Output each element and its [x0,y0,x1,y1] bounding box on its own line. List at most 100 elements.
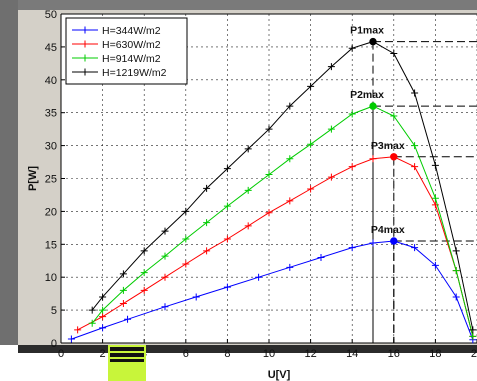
series-point [161,273,169,281]
legend-marker [81,26,89,34]
series-point [140,286,148,294]
legend-marker [81,54,89,62]
y-tick-label: 20 [45,206,57,218]
max-point-marker [369,37,377,46]
series-point [369,239,377,247]
x-tick-label: 18 [429,348,441,360]
series-point [348,44,356,52]
series-point [265,209,273,217]
series-point [286,197,294,205]
series-point [99,313,107,321]
x-tick-label: 6 [183,348,189,360]
series-point [99,306,107,314]
series-point [182,207,190,215]
series-point [244,222,252,230]
series-point [223,165,231,173]
max-point-marker [390,237,398,245]
series-point [203,219,211,227]
series-point [203,184,211,192]
x-tick-label: 2 [100,348,106,360]
series-point [286,102,294,110]
y-tick-label: 5 [51,305,57,317]
y-tick-label: 10 [45,272,57,284]
series-point [348,163,356,171]
legend-box [65,17,188,85]
series-point [161,303,169,311]
series-point [411,163,419,171]
series-point [452,247,460,255]
bottom-widget-bar [110,359,144,362]
series-point [67,335,75,343]
series-point [327,125,335,133]
bottom-widget-bar [110,347,144,351]
x-axis-title: U[V] [268,369,291,381]
max-point-marker [390,153,398,161]
x-tick-label: 14 [346,348,358,360]
series-line-1 [71,240,474,340]
series-point [307,185,315,193]
series-point [390,49,398,57]
y-tick-label: 30 [45,141,57,153]
y-tick-label: 45 [45,42,57,54]
bottom-widget-bar [110,353,144,357]
series-point [88,306,96,314]
series-point [244,186,252,194]
series-point [348,110,356,118]
series-point [307,82,315,90]
y-tick-label: 0 [51,338,57,350]
series-point [223,283,231,291]
window-left-bar [0,0,18,345]
legend-marker [81,68,89,76]
series-point [265,171,273,179]
x-tick-label: 12 [304,348,316,360]
series-line-2 [77,156,474,337]
series-point [286,155,294,163]
series-point [469,326,477,334]
series-point [182,260,190,268]
series-point [411,89,419,97]
max-point-label: P4max [371,224,405,236]
series-point [119,286,127,294]
series-point [203,247,211,255]
series-point [348,244,356,252]
x-tick-label: 16 [388,348,400,360]
legend-label: H=344W/m2 [102,25,161,37]
series-point [119,270,127,278]
series-point [88,319,96,327]
legend-marker [81,40,89,48]
series-point [431,261,439,269]
y-tick-label: 50 [45,9,57,21]
series-point [119,300,127,308]
series-point [140,247,148,255]
series-point [411,244,419,252]
y-tick-label: 35 [45,108,57,120]
series-point [327,63,335,71]
series-point [223,202,231,210]
series-point [431,194,439,202]
y-axis-title: P[W] [27,166,39,191]
legend-label: H=1219W/m2 [102,67,167,79]
series-line-4 [91,41,474,330]
series-point [161,227,169,235]
series-point [244,145,252,153]
series-point [327,173,335,181]
series-point [469,332,477,340]
x-tick-label: 20 [471,348,477,360]
series-point [286,263,294,271]
legend-label: H=914W/m2 [102,53,161,65]
series-point [74,326,82,334]
y-tick-label: 25 [45,174,57,186]
x-tick-label: 0 [58,348,64,360]
series-point [99,293,107,301]
series-point [452,267,460,275]
series-point [124,315,132,323]
series-point [140,269,148,277]
y-tick-label: 15 [45,239,57,251]
window-top-bar [0,0,477,10]
window-bottom-shadow [18,345,477,353]
x-tick-label: 10 [263,348,275,360]
series-point [223,235,231,243]
series-point [192,293,200,301]
series-point [265,125,273,133]
